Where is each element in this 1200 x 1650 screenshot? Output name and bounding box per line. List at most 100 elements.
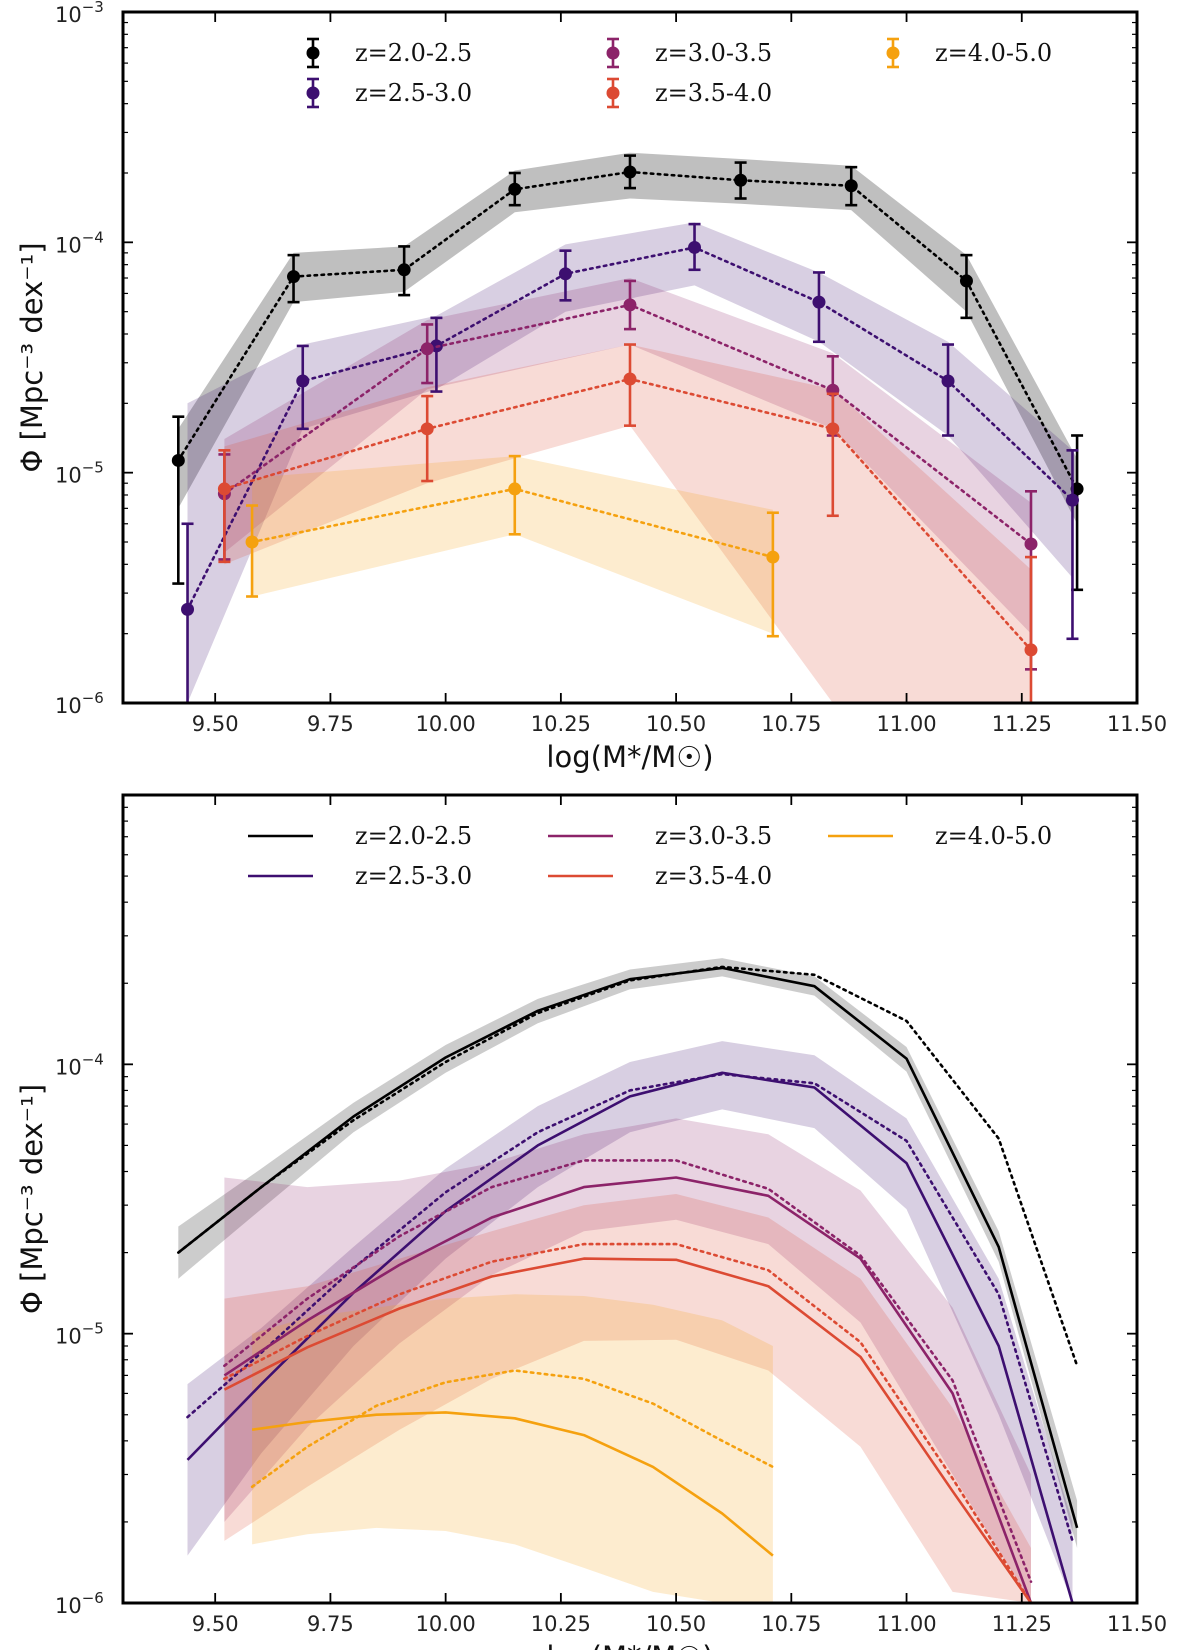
y-tick-label: 10−4 — [55, 1050, 104, 1079]
data-point — [181, 602, 195, 616]
plot-area — [171, 152, 1084, 703]
legend-item: z=3.5-4.0 — [606, 77, 772, 109]
legend-item: z=2.0-2.5 — [248, 822, 472, 850]
data-point — [623, 165, 637, 179]
y-tick-label: 10−4 — [55, 228, 104, 257]
legend-item: z=2.5-3.0 — [306, 77, 472, 109]
x-tick-label: 11.00 — [876, 1612, 936, 1636]
y-axis-label: Φ [Mpc⁻³ dex⁻¹] — [15, 1084, 49, 1314]
data-point — [287, 270, 301, 284]
x-tick-label: 10.75 — [761, 1612, 821, 1636]
data-point — [1070, 482, 1084, 496]
model-solid-line — [186, 1071, 1074, 1603]
x-tick-label: 9.50 — [192, 712, 239, 736]
x-tick-label: 11.00 — [876, 712, 936, 736]
data-point — [217, 482, 231, 496]
legend-marker — [606, 86, 620, 100]
y-tick-exponent: −4 — [82, 1050, 104, 1068]
data-point — [397, 263, 411, 277]
x-tick-label: 11.25 — [992, 712, 1052, 736]
x-axis-label: log(M*/M☉) — [546, 740, 713, 774]
x-tick-label: 10.25 — [531, 1612, 591, 1636]
legend-marker — [306, 46, 320, 60]
x-tick-label: 10.00 — [416, 712, 476, 736]
x-tick-label: 10.25 — [531, 712, 591, 736]
y-tick-label: 10−3 — [55, 0, 104, 27]
legend-item: z=2.5-3.0 — [248, 862, 472, 890]
panel-top: 9.50 9.75 10.00 10.25 10.50 10.75 11.00 11.25 11… — [15, 0, 1167, 774]
x-tick-label: 9.75 — [307, 1612, 354, 1636]
data-point — [623, 372, 637, 386]
data-point — [171, 453, 185, 467]
model-dotted-line — [223, 1242, 1033, 1603]
data-point — [508, 482, 522, 496]
legend-label: z=4.0-5.0 — [935, 39, 1052, 67]
y-tick-label: 10−6 — [55, 1589, 104, 1618]
legend-label: z=3.0-3.5 — [655, 39, 772, 67]
data-point — [826, 422, 840, 436]
model-dotted-line — [223, 1159, 1033, 1583]
uncertainty-band — [252, 456, 773, 634]
x-tick-label: 11.50 — [1107, 1612, 1167, 1636]
data-point — [844, 179, 858, 193]
legend-marker — [606, 46, 620, 60]
data-point — [296, 374, 310, 388]
data-point — [558, 267, 572, 281]
model-solid-line — [223, 1176, 1033, 1603]
legend-item: z=3.0-3.5 — [548, 822, 772, 850]
legend-item: z=4.0-5.0 — [828, 822, 1052, 850]
panel-bottom: 9.50 9.75 10.00 10.25 10.50 10.75 11.00 11.25 11… — [15, 793, 1167, 1650]
legend-item: z=2.0-2.5 — [306, 37, 472, 69]
y-tick-exponent: −5 — [82, 459, 104, 477]
y-tick-label: 10−5 — [55, 1320, 104, 1349]
data-point — [1065, 493, 1079, 507]
legend-label: z=2.0-2.5 — [355, 822, 472, 850]
y-tick-exponent: −4 — [82, 228, 104, 246]
data-point — [1024, 537, 1038, 551]
data-point — [734, 173, 748, 187]
legend-label: z=2.0-2.5 — [355, 39, 472, 67]
axes-frame — [121, 10, 1139, 705]
x-tick-label: 10.50 — [646, 712, 706, 736]
series-line — [186, 246, 1074, 611]
y-tick-exponent: −6 — [82, 1589, 104, 1607]
data-point — [766, 550, 780, 564]
model-dotted-line — [186, 1072, 1074, 1543]
x-tick-label: 11.25 — [992, 1612, 1052, 1636]
model-solid-line — [177, 966, 1079, 1529]
y-tick-label: 10−5 — [55, 459, 104, 488]
data-point — [959, 274, 973, 288]
y-axis-label: Φ [Mpc⁻³ dex⁻¹] — [15, 242, 49, 472]
plot-area — [177, 958, 1079, 1603]
x-axis-label: log(M*/M☉) — [546, 1640, 713, 1650]
legend-item: z=3.0-3.5 — [606, 37, 772, 69]
legend-label: z=2.5-3.0 — [355, 79, 472, 107]
data-point — [812, 295, 826, 309]
model-solid-line — [223, 1257, 1033, 1603]
legend-marker — [886, 46, 900, 60]
y-tick-label: 10−6 — [55, 689, 104, 718]
y-tick-exponent: −3 — [82, 0, 104, 16]
legend-label: z=3.5-4.0 — [655, 862, 772, 890]
axes-frame — [121, 793, 1139, 1605]
x-tick-label: 10.50 — [646, 1612, 706, 1636]
legend-label: z=4.0-5.0 — [935, 822, 1052, 850]
legend-marker — [306, 86, 320, 100]
x-tick-label: 10.75 — [761, 712, 821, 736]
uncertainty-band — [187, 222, 1073, 703]
data-point — [245, 535, 259, 549]
uncertainty-band — [252, 1294, 773, 1603]
data-point — [688, 240, 702, 254]
model-solid-line — [251, 1411, 774, 1557]
data-point — [420, 342, 434, 356]
legend-label: z=3.5-4.0 — [655, 79, 772, 107]
legend-label: z=2.5-3.0 — [355, 862, 472, 890]
uncertainty-band — [224, 1118, 1031, 1603]
data-point — [623, 298, 637, 312]
data-point — [420, 422, 434, 436]
x-tick-label: 10.00 — [416, 1612, 476, 1636]
legend-label: z=3.0-3.5 — [655, 822, 772, 850]
legend-item: z=4.0-5.0 — [886, 37, 1052, 69]
data-point — [941, 374, 955, 388]
